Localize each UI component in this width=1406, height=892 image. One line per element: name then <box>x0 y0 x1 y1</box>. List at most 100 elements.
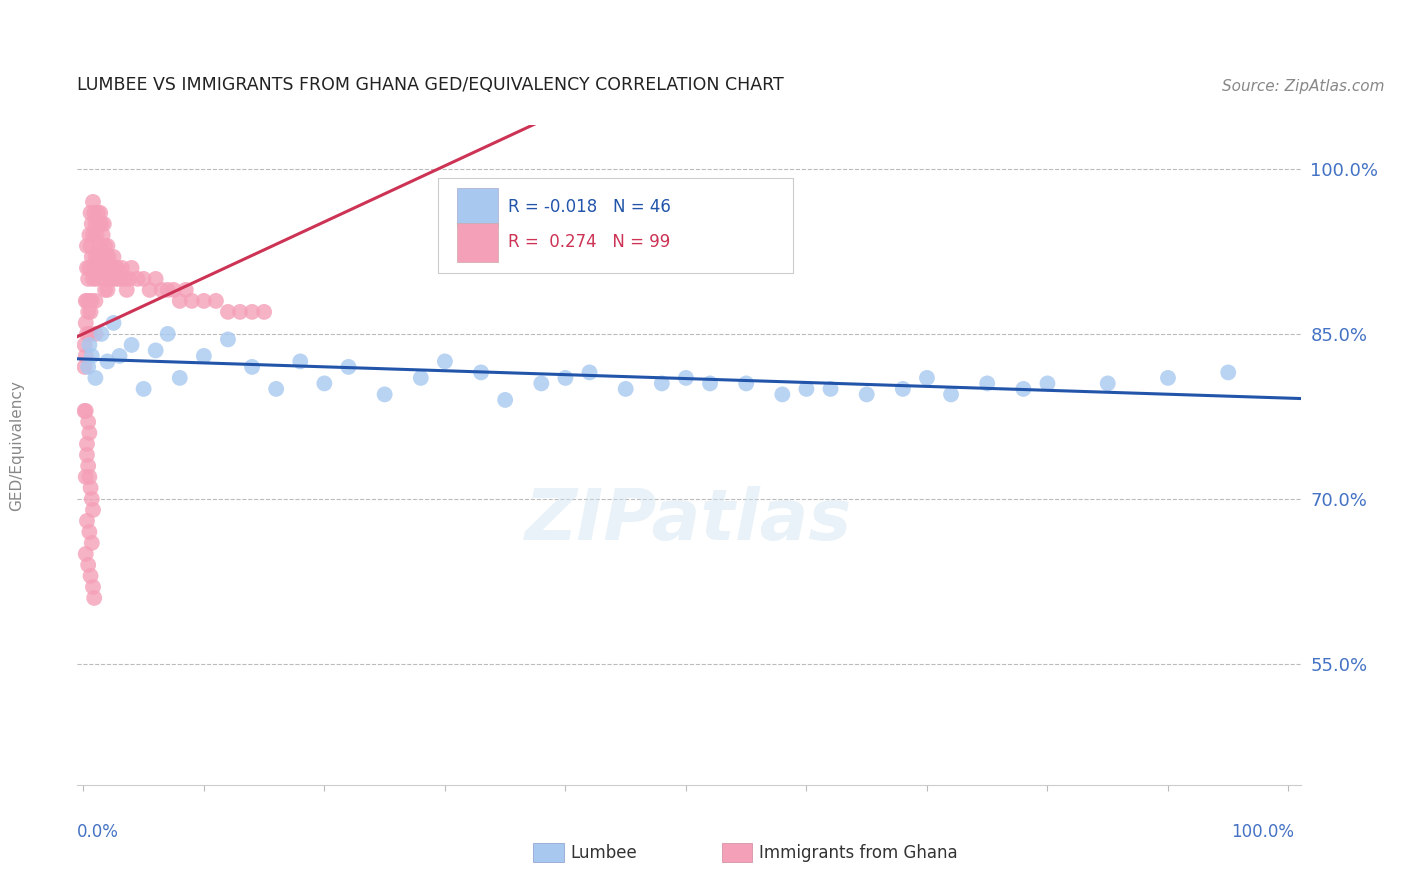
Point <box>75 293 97 308</box>
Point <box>820 382 842 396</box>
Point <box>84 326 107 341</box>
Point <box>855 387 877 401</box>
Text: R = -0.018   N = 46: R = -0.018 N = 46 <box>508 198 671 216</box>
Point <box>1036 376 1059 391</box>
Point <box>409 371 432 385</box>
Point <box>73 359 96 374</box>
Text: GED/Equivalency: GED/Equivalency <box>10 381 24 511</box>
Point <box>86 227 108 242</box>
Point <box>87 260 110 275</box>
Point <box>94 239 117 253</box>
Point <box>578 366 600 380</box>
Point <box>93 260 115 275</box>
Point <box>1218 366 1240 380</box>
Point <box>89 206 111 220</box>
Point <box>770 387 793 401</box>
Point <box>84 293 107 308</box>
Point <box>75 349 97 363</box>
Point <box>84 217 107 231</box>
Point <box>79 239 101 253</box>
Point <box>87 217 110 231</box>
Point <box>80 536 103 550</box>
Point <box>163 283 186 297</box>
Point <box>1012 382 1035 396</box>
Text: Source: ZipAtlas.com: Source: ZipAtlas.com <box>1222 78 1385 94</box>
Point <box>217 333 239 347</box>
Point <box>229 305 252 319</box>
Point <box>79 293 101 308</box>
Point <box>79 260 101 275</box>
Point <box>90 260 112 275</box>
Point <box>374 387 396 401</box>
Point <box>76 326 98 341</box>
Point <box>108 272 131 286</box>
FancyBboxPatch shape <box>439 178 793 273</box>
Point <box>87 206 110 220</box>
Point <box>76 293 98 308</box>
Point <box>470 366 492 380</box>
Point <box>103 250 125 264</box>
Point <box>98 272 121 286</box>
Point <box>90 217 112 231</box>
Point <box>915 371 938 385</box>
Point <box>82 272 104 286</box>
Point <box>87 250 110 264</box>
Point <box>1157 371 1180 385</box>
FancyBboxPatch shape <box>457 187 498 227</box>
Point <box>73 404 96 418</box>
Text: Immigrants from Ghana: Immigrants from Ghana <box>759 844 957 862</box>
Point <box>83 206 105 220</box>
Point <box>75 547 97 561</box>
Point <box>100 260 122 275</box>
Point <box>494 392 516 407</box>
Text: 100.0%: 100.0% <box>1232 823 1295 841</box>
Point <box>77 558 100 572</box>
Point <box>79 227 101 242</box>
Point <box>77 272 100 286</box>
Point <box>77 458 100 473</box>
Point <box>79 326 101 341</box>
Point <box>554 371 576 385</box>
Point <box>82 194 104 209</box>
Point <box>79 338 101 352</box>
Point <box>96 354 118 368</box>
Point <box>337 359 360 374</box>
Point <box>264 382 287 396</box>
Point <box>86 272 108 286</box>
Point <box>180 293 202 308</box>
Point <box>111 260 134 275</box>
Point <box>79 425 101 440</box>
Point <box>83 591 105 605</box>
Point <box>169 293 191 308</box>
Point <box>101 272 124 286</box>
Point <box>118 272 141 286</box>
Point <box>77 305 100 319</box>
Point <box>108 349 131 363</box>
Point <box>83 260 105 275</box>
Point <box>217 305 239 319</box>
Point <box>1097 376 1119 391</box>
Point <box>79 481 101 495</box>
Point <box>169 371 191 385</box>
Point <box>90 326 112 341</box>
Point <box>82 227 104 242</box>
Point <box>73 338 96 352</box>
Point <box>132 272 155 286</box>
Point <box>290 354 312 368</box>
Point <box>240 359 263 374</box>
Point <box>80 293 103 308</box>
Point <box>96 239 118 253</box>
Point <box>145 343 167 358</box>
Point <box>82 503 104 517</box>
Point <box>132 382 155 396</box>
Point <box>105 260 128 275</box>
Point <box>156 326 179 341</box>
Point <box>253 305 276 319</box>
Point <box>891 382 914 396</box>
Point <box>94 283 117 297</box>
Point <box>80 250 103 264</box>
Point <box>79 305 101 319</box>
Point <box>75 404 97 418</box>
Point <box>75 470 97 484</box>
Point <box>121 338 143 352</box>
